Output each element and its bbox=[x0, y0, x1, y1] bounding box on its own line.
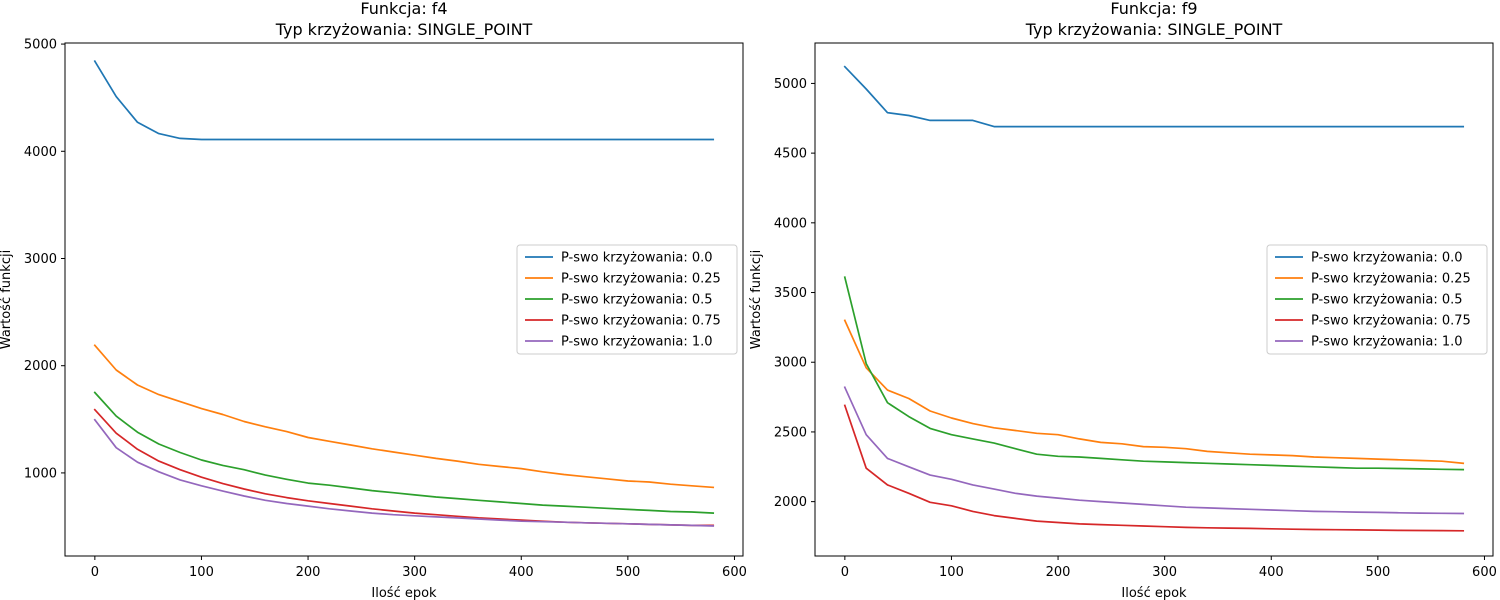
chart-f4: 1000 2000 3000 4000 5000 0 100 200 300 400 500 600… bbox=[0, 0, 747, 600]
series-line bbox=[843, 65, 1465, 128]
chart-f9: 2000 2500 3000 3500 4000 4500 5000 0 100 200 300 4… bbox=[749, 0, 1497, 600]
legend-entry: P-swo krzyżowania: 0.75 bbox=[561, 314, 721, 329]
series-line bbox=[843, 404, 1465, 532]
chart-title: Funkcja: f4 bbox=[360, 0, 447, 18]
y-tick-label: 2000 bbox=[774, 495, 807, 510]
y-axis-label: Wartość funkcji bbox=[749, 250, 764, 349]
y-tick-label: 2500 bbox=[774, 425, 807, 440]
legend-entry: P-swo krzyżowania: 0.0 bbox=[561, 251, 713, 266]
y-tick-label: 4000 bbox=[24, 145, 57, 160]
y-tick-label: 1000 bbox=[24, 466, 57, 481]
x-tick-label: 200 bbox=[296, 565, 321, 580]
y-tick-label: 3000 bbox=[774, 356, 807, 371]
y-axis-label: Wartość funkcji bbox=[0, 250, 14, 349]
x-tick-label: 200 bbox=[1046, 565, 1071, 580]
x-axis-ticks: 0 100 200 300 400 500 600 bbox=[841, 556, 1497, 580]
y-axis-ticks: 1000 2000 3000 4000 5000 bbox=[24, 38, 65, 481]
series-line bbox=[843, 386, 1465, 515]
x-tick-label: 500 bbox=[615, 565, 640, 580]
series-lines bbox=[843, 65, 1465, 532]
plot-frame bbox=[64, 42, 744, 557]
legend-entry: P-swo krzyżowania: 0.25 bbox=[1311, 272, 1471, 287]
y-tick-label: 5000 bbox=[774, 77, 807, 92]
x-tick-label: 600 bbox=[722, 565, 747, 580]
legend: P-swo krzyżowania: 0.0 P-swo krzyżowania:… bbox=[1266, 244, 1488, 355]
y-tick-label: 3000 bbox=[24, 252, 57, 267]
y-tick-label: 4500 bbox=[774, 147, 807, 162]
x-tick-label: 600 bbox=[1472, 565, 1497, 580]
legend-entry: P-swo krzyżowania: 0.5 bbox=[561, 293, 713, 308]
x-tick-label: 100 bbox=[939, 565, 964, 580]
x-axis-label: Ilość epok bbox=[371, 586, 437, 600]
x-tick-label: 400 bbox=[1259, 565, 1284, 580]
y-tick-label: 3500 bbox=[774, 286, 807, 301]
legend-box bbox=[516, 244, 738, 355]
y-tick-label: 5000 bbox=[24, 38, 57, 53]
legend-entry: P-swo krzyżowania: 0.0 bbox=[1311, 251, 1463, 266]
legend-entry: P-swo krzyżowania: 0.25 bbox=[561, 272, 721, 287]
x-tick-label: 0 bbox=[91, 565, 99, 580]
plot-frame bbox=[814, 42, 1494, 557]
chart-subtitle: Typ krzyżowania: SINGLE_POINT bbox=[1025, 20, 1283, 40]
legend-entry: P-swo krzyżowania: 1.0 bbox=[561, 335, 713, 350]
x-tick-label: 300 bbox=[402, 565, 427, 580]
series-lines bbox=[93, 60, 715, 527]
x-axis-ticks: 0 100 200 300 400 500 600 bbox=[91, 556, 747, 580]
x-tick-label: 500 bbox=[1365, 565, 1390, 580]
y-axis-ticks: 2000 2500 3000 3500 4000 4500 5000 bbox=[774, 77, 815, 510]
legend-entry: P-swo krzyżowania: 1.0 bbox=[1311, 335, 1463, 350]
x-tick-label: 0 bbox=[841, 565, 849, 580]
legend-entry: P-swo krzyżowania: 0.75 bbox=[1311, 314, 1471, 329]
x-tick-label: 400 bbox=[509, 565, 534, 580]
series-line bbox=[93, 60, 715, 141]
series-line bbox=[93, 391, 715, 514]
legend-box bbox=[1266, 244, 1488, 355]
series-line bbox=[843, 319, 1465, 465]
legend-entry: P-swo krzyżowania: 0.5 bbox=[1311, 293, 1463, 308]
series-line bbox=[93, 344, 715, 489]
x-axis-label: Ilość epok bbox=[1121, 586, 1187, 600]
chart-subtitle: Typ krzyżowania: SINGLE_POINT bbox=[275, 20, 533, 40]
series-line bbox=[843, 276, 1465, 471]
chart-title: Funkcja: f9 bbox=[1110, 0, 1197, 18]
legend: P-swo krzyżowania: 0.0 P-swo krzyżowania:… bbox=[516, 244, 738, 355]
x-tick-label: 300 bbox=[1152, 565, 1177, 580]
x-tick-label: 100 bbox=[189, 565, 214, 580]
y-tick-label: 4000 bbox=[774, 216, 807, 231]
y-tick-label: 2000 bbox=[24, 359, 57, 374]
series-line bbox=[93, 418, 715, 527]
